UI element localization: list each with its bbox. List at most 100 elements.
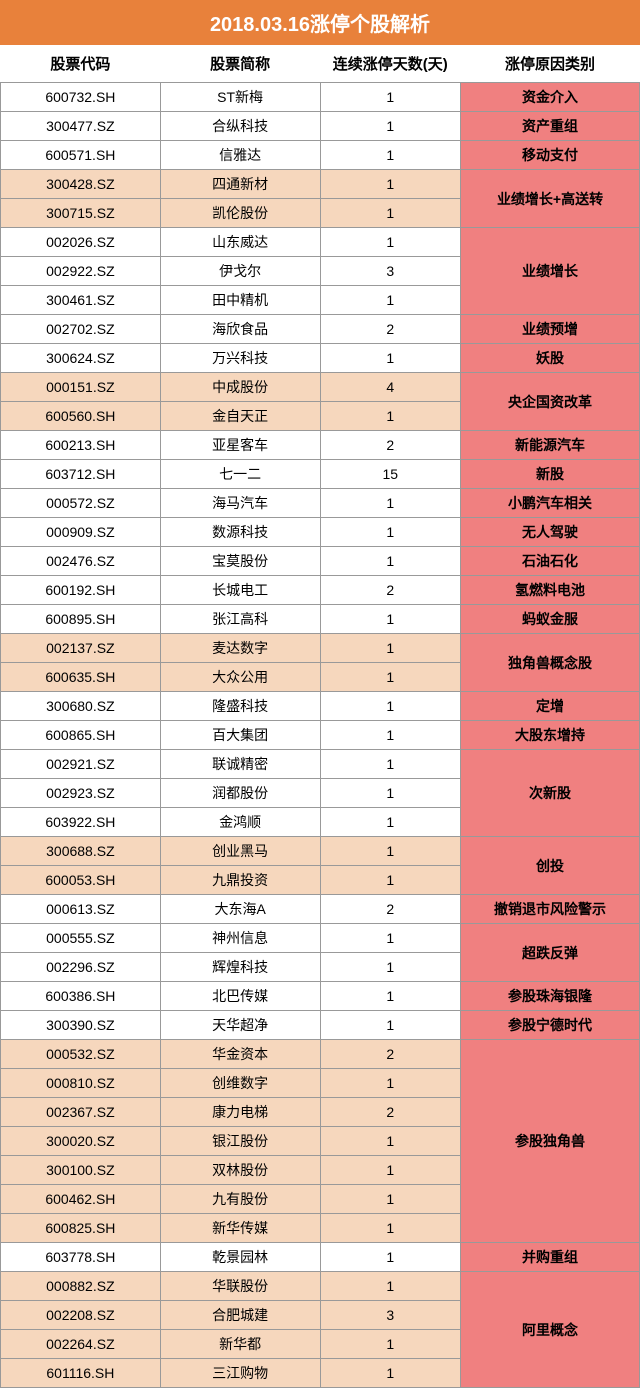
cell-code: 300428.SZ: [1, 170, 161, 199]
cell-code: 600825.SH: [1, 1214, 161, 1243]
cell-name: 康力电梯: [160, 1098, 320, 1127]
cell-code: 002923.SZ: [1, 779, 161, 808]
cell-name: 天华超净: [160, 1011, 320, 1040]
cell-reason: 无人驾驶: [461, 518, 640, 547]
cell-name: 华金资本: [160, 1040, 320, 1069]
cell-days: 1: [320, 1359, 461, 1388]
cell-code: 600635.SH: [1, 663, 161, 692]
header-row: 股票代码 股票简称 连续涨停天数(天) 涨停原因类别: [1, 45, 640, 83]
table-row: 000151.SZ中成股份4央企国资改革: [1, 373, 640, 402]
cell-reason: 小鹏汽车相关: [461, 489, 640, 518]
cell-code: 002476.SZ: [1, 547, 161, 576]
table-row: 600192.SH长城电工2氢燃料电池: [1, 576, 640, 605]
cell-code: 000810.SZ: [1, 1069, 161, 1098]
cell-days: 1: [320, 1214, 461, 1243]
cell-name: 麦达数字: [160, 634, 320, 663]
cell-days: 1: [320, 286, 461, 315]
cell-code: 000613.SZ: [1, 895, 161, 924]
cell-name: 山东威达: [160, 228, 320, 257]
cell-code: 300715.SZ: [1, 199, 161, 228]
table-row: 603778.SH乾景园林1并购重组: [1, 1243, 640, 1272]
cell-days: 1: [320, 982, 461, 1011]
table-row: 300680.SZ隆盛科技1定增: [1, 692, 640, 721]
cell-days: 1: [320, 1156, 461, 1185]
cell-reason: 撤销退市风险警示: [461, 895, 640, 924]
cell-code: 600571.SH: [1, 141, 161, 170]
table-row: 600213.SH亚星客车2新能源汽车: [1, 431, 640, 460]
table-row: 300428.SZ四通新材1业绩增长+高送转: [1, 170, 640, 199]
cell-days: 3: [320, 1301, 461, 1330]
cell-code: 002264.SZ: [1, 1330, 161, 1359]
cell-code: 300020.SZ: [1, 1127, 161, 1156]
cell-days: 3: [320, 257, 461, 286]
cell-code: 603778.SH: [1, 1243, 161, 1272]
col-name: 股票简称: [160, 45, 320, 83]
cell-name: 凯伦股份: [160, 199, 320, 228]
cell-code: 300680.SZ: [1, 692, 161, 721]
cell-name: 新华传媒: [160, 1214, 320, 1243]
cell-name: 合纵科技: [160, 112, 320, 141]
cell-days: 1: [320, 663, 461, 692]
cell-code: 600895.SH: [1, 605, 161, 634]
cell-reason: 资金介入: [461, 83, 640, 112]
cell-days: 1: [320, 112, 461, 141]
col-reason: 涨停原因类别: [461, 45, 640, 83]
cell-code: 000882.SZ: [1, 1272, 161, 1301]
table-row: 002026.SZ山东威达1业绩增长: [1, 228, 640, 257]
cell-name: 九有股份: [160, 1185, 320, 1214]
cell-code: 002702.SZ: [1, 315, 161, 344]
cell-days: 2: [320, 1040, 461, 1069]
cell-reason: 参股宁德时代: [461, 1011, 640, 1040]
table-row: 000572.SZ海马汽车1小鹏汽车相关: [1, 489, 640, 518]
table-row: 002476.SZ宝莫股份1石油石化: [1, 547, 640, 576]
cell-name: 辉煌科技: [160, 953, 320, 982]
table-row: 000555.SZ神州信息1超跌反弹: [1, 924, 640, 953]
cell-name: 四通新材: [160, 170, 320, 199]
cell-code: 002137.SZ: [1, 634, 161, 663]
cell-code: 600865.SH: [1, 721, 161, 750]
cell-reason: 定增: [461, 692, 640, 721]
cell-days: 1: [320, 489, 461, 518]
cell-days: 1: [320, 1243, 461, 1272]
cell-reason: 资产重组: [461, 112, 640, 141]
cell-code: 600213.SH: [1, 431, 161, 460]
cell-name: 创业黑马: [160, 837, 320, 866]
cell-days: 1: [320, 953, 461, 982]
cell-reason: 独角兽概念股: [461, 634, 640, 692]
table-row: 300688.SZ创业黑马1创投: [1, 837, 640, 866]
stock-table: 股票代码 股票简称 连续涨停天数(天) 涨停原因类别 600732.SHST新梅…: [0, 45, 640, 1388]
cell-name: 万兴科技: [160, 344, 320, 373]
cell-name: 三江购物: [160, 1359, 320, 1388]
cell-name: 长城电工: [160, 576, 320, 605]
cell-days: 1: [320, 199, 461, 228]
cell-days: 1: [320, 634, 461, 663]
cell-reason: 业绩增长: [461, 228, 640, 315]
cell-name: 乾景园林: [160, 1243, 320, 1272]
cell-name: 七一二: [160, 460, 320, 489]
cell-code: 002296.SZ: [1, 953, 161, 982]
cell-code: 603712.SH: [1, 460, 161, 489]
cell-code: 000572.SZ: [1, 489, 161, 518]
table-row: 600732.SHST新梅1资金介入: [1, 83, 640, 112]
table-row: 300624.SZ万兴科技1妖股: [1, 344, 640, 373]
cell-days: 1: [320, 1330, 461, 1359]
table-row: 603712.SH七一二15新股: [1, 460, 640, 489]
col-days: 连续涨停天数(天): [320, 45, 461, 83]
cell-days: 1: [320, 402, 461, 431]
cell-code: 000909.SZ: [1, 518, 161, 547]
cell-code: 601116.SH: [1, 1359, 161, 1388]
cell-days: 1: [320, 692, 461, 721]
cell-name: 大众公用: [160, 663, 320, 692]
cell-name: 数源科技: [160, 518, 320, 547]
cell-reason: 蚂蚁金服: [461, 605, 640, 634]
cell-name: 宝莫股份: [160, 547, 320, 576]
cell-days: 1: [320, 170, 461, 199]
cell-code: 002922.SZ: [1, 257, 161, 286]
cell-reason: 参股独角兽: [461, 1040, 640, 1243]
cell-days: 1: [320, 924, 461, 953]
cell-reason: 阿里概念: [461, 1272, 640, 1388]
cell-name: 田中精机: [160, 286, 320, 315]
cell-reason: 央企国资改革: [461, 373, 640, 431]
cell-days: 1: [320, 518, 461, 547]
cell-reason: 参股珠海银隆: [461, 982, 640, 1011]
